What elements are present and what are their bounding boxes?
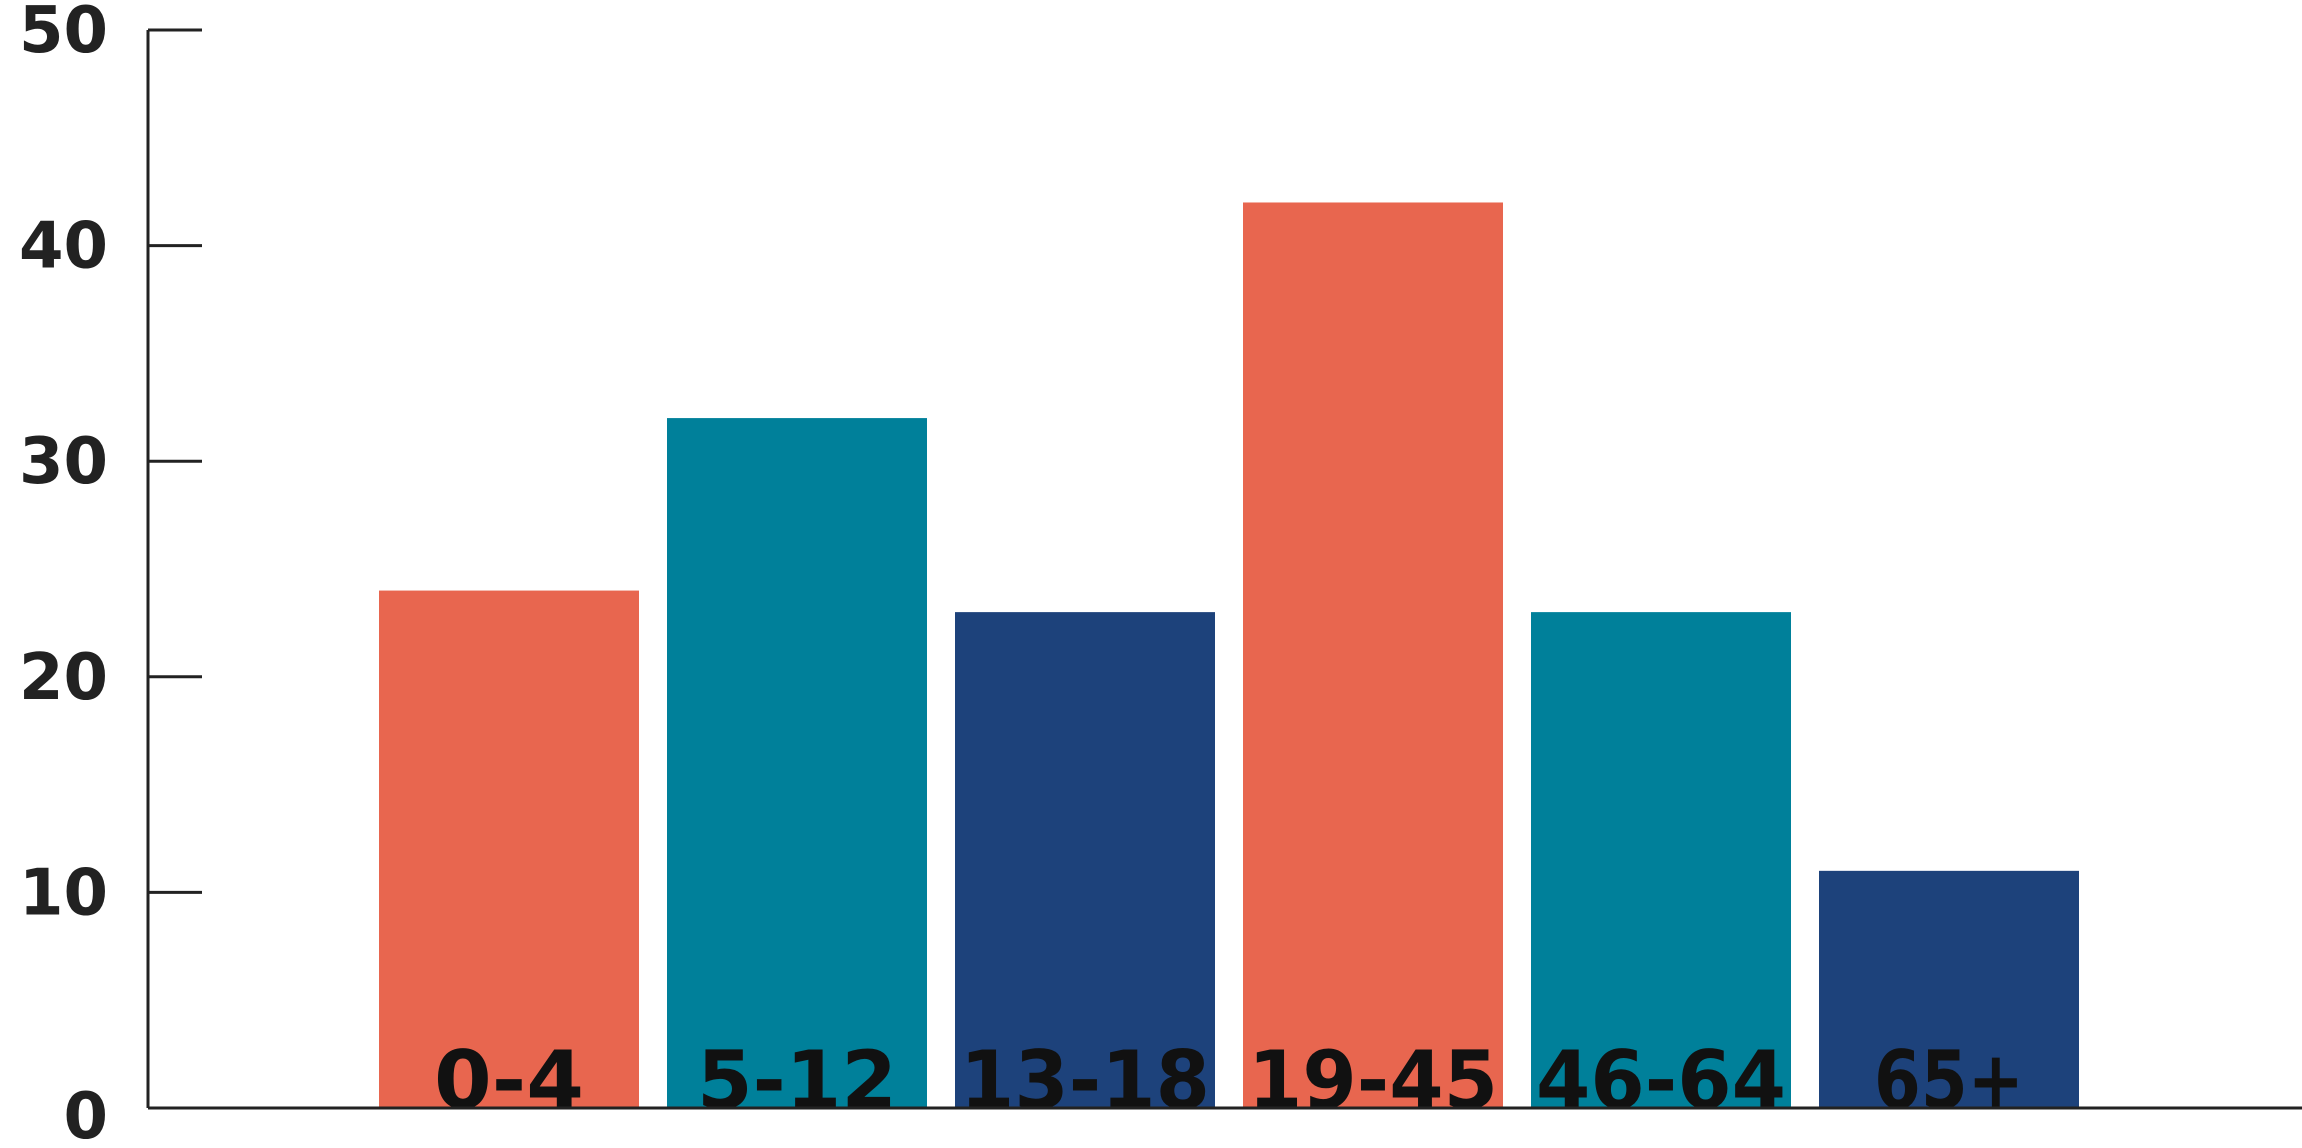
bar-19-45 (1243, 202, 1503, 1109)
y-tick-label: 50 (19, 0, 108, 68)
y-tick-label: 30 (19, 425, 108, 499)
bar-46-64 (1531, 612, 1791, 1108)
category-label: 19-45 (1248, 1034, 1498, 1127)
bar-65+ (1819, 870, 2079, 1108)
category-label: 46-64 (1536, 1034, 1786, 1127)
bar-13-18 (955, 612, 1215, 1108)
category-labels: 0-4 5-12 13-18 19-45 46-64 65+ (434, 1034, 2024, 1127)
y-tick-label: 0 (63, 1080, 108, 1148)
y-tick-label: 10 (19, 856, 108, 930)
category-label: 65+ (1874, 1034, 2024, 1127)
y-tick-label: 20 (19, 641, 108, 715)
category-label: 5-12 (697, 1034, 897, 1127)
bars (379, 202, 2079, 1109)
bar-5-12 (667, 418, 927, 1109)
bar-0-4 (379, 590, 639, 1108)
y-tick-label: 40 (19, 210, 108, 284)
category-label: 13-18 (960, 1034, 1210, 1127)
category-label: 0-4 (434, 1034, 584, 1127)
y-axis: 0 10 20 30 40 50 (19, 0, 202, 1148)
